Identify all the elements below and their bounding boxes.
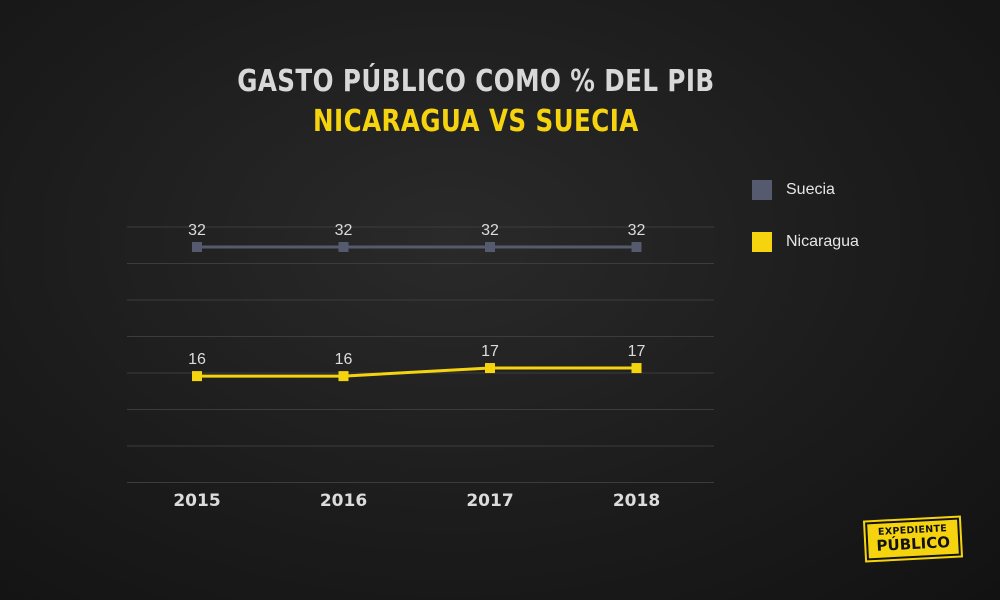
data-point-suecia xyxy=(192,242,202,252)
chart-subtitle: NICARAGUA VS SUECIA xyxy=(313,104,639,139)
data-point-suecia xyxy=(631,242,642,252)
x-tick-label: 2016 xyxy=(320,491,367,511)
data-point-nicaragua xyxy=(485,363,495,374)
data-label-suecia: 32 xyxy=(335,222,353,239)
data-point-nicaragua xyxy=(338,371,349,382)
x-tick-label: 2017 xyxy=(466,491,513,511)
data-label-nicaragua: 16 xyxy=(335,351,353,368)
data-label-suecia: 32 xyxy=(481,222,499,239)
data-point-suecia xyxy=(485,242,495,252)
legend-label-suecia: Suecia xyxy=(786,181,835,198)
logo-line-2: PÚBLICO xyxy=(876,532,951,555)
data-label-nicaragua: 16 xyxy=(188,351,206,368)
data-label-nicaragua: 17 xyxy=(628,343,646,360)
data-point-suecia xyxy=(338,242,349,252)
data-label-suecia: 32 xyxy=(628,222,646,239)
data-point-nicaragua xyxy=(631,363,642,374)
legend-swatch-suecia xyxy=(752,180,772,200)
legend-swatch-nicaragua xyxy=(752,232,772,252)
data-label-nicaragua: 17 xyxy=(481,343,499,360)
chart-title: GASTO PÚBLICO COMO % DEL PIB xyxy=(237,64,715,99)
legend-item-suecia: Suecia xyxy=(752,179,835,201)
series-line-nicaragua xyxy=(197,366,637,378)
expediente-publico-logo: EXPEDIENTE PÚBLICO xyxy=(865,517,961,561)
legend-label-nicaragua: Nicaragua xyxy=(786,233,859,250)
legend-item-nicaragua: Nicaragua xyxy=(752,231,859,253)
data-point-nicaragua xyxy=(192,371,202,382)
x-tick-label: 2018 xyxy=(613,491,660,511)
x-tick-label: 2015 xyxy=(173,491,220,511)
data-label-suecia: 32 xyxy=(188,222,206,239)
